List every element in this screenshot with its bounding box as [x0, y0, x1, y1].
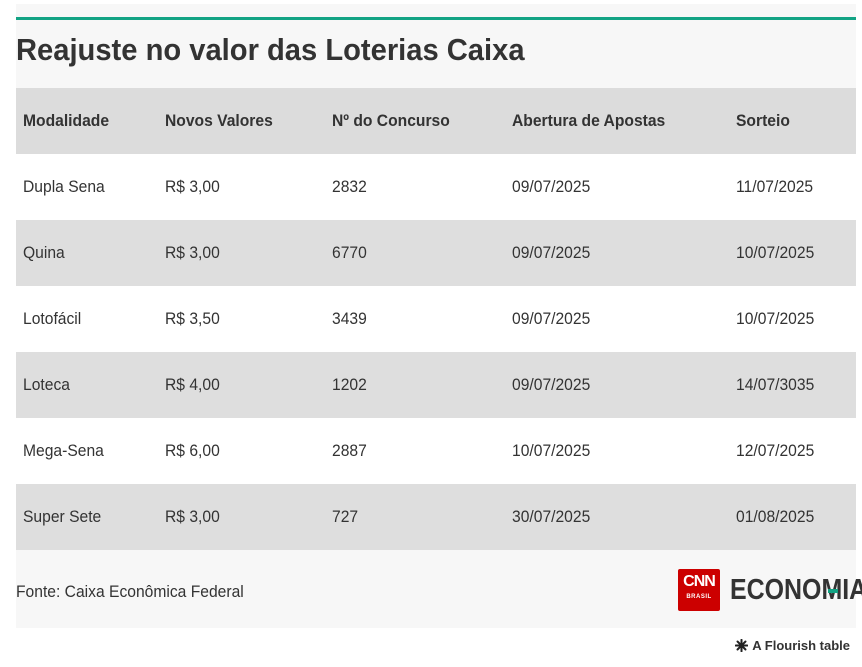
column-header[interactable]: Abertura de Apostas — [512, 111, 666, 130]
table-cell: 12/07/2025 — [736, 441, 815, 460]
table-title: Reajuste no valor das Loterias Caixa — [16, 32, 525, 67]
flourish-credit[interactable]: A Flourish table — [735, 638, 850, 653]
table-cell: R$ 3,00 — [165, 177, 220, 196]
table-cell: 30/07/2025 — [512, 507, 591, 526]
table-cell: 10/07/2025 — [736, 309, 815, 328]
table-cell: 6770 — [332, 243, 367, 262]
table-cell: R$ 4,00 — [165, 375, 220, 394]
table-cell: 09/07/2025 — [512, 375, 591, 394]
data-table: Modalidade Novos Valores Nº do Concurso … — [16, 88, 856, 550]
table-cell: R$ 3,50 — [165, 309, 220, 328]
table-row: Quina R$ 3,00 6770 09/07/2025 10/07/2025 — [16, 220, 856, 286]
table-cell: 11/07/2025 — [736, 177, 814, 196]
table-cell: R$ 6,00 — [165, 441, 220, 460]
economia-wordmark: ECONOMIA — [730, 574, 862, 606]
table-cell: 09/07/2025 — [512, 177, 591, 196]
table-cell: 10/07/2025 — [512, 441, 591, 460]
table-cell: 2832 — [332, 177, 367, 196]
table-row: Super Sete R$ 3,00 727 30/07/2025 01/08/… — [16, 484, 856, 550]
table-row: Mega-Sena R$ 6,00 2887 10/07/2025 12/07/… — [16, 418, 856, 484]
cnn-logo-text: CNN — [683, 573, 716, 590]
table-cell: 01/08/2025 — [736, 507, 815, 526]
table-cell: 10/07/2025 — [736, 243, 815, 262]
table-cell: 727 — [332, 507, 359, 526]
table-cell: Loteca — [23, 375, 70, 394]
column-header[interactable]: Nº do Concurso — [332, 111, 450, 130]
flourish-star-icon — [735, 639, 749, 652]
cnn-logo-subtext: BRASIL — [686, 594, 712, 600]
column-header[interactable]: Novos Valores — [165, 111, 273, 130]
table-cell: 14/07/3035 — [736, 375, 815, 394]
flourish-credit-label: A Flourish table — [752, 638, 850, 653]
cnn-brasil-logo: CNN BRASIL — [678, 569, 720, 611]
economia-accent-mark — [828, 589, 838, 593]
table-row: Dupla Sena R$ 3,00 2832 09/07/2025 11/07… — [16, 154, 856, 220]
table-row: Lotofácil R$ 3,50 3439 09/07/2025 10/07/… — [16, 286, 856, 352]
column-header[interactable]: Modalidade — [23, 111, 110, 130]
accent-rule — [16, 17, 856, 20]
table-card: Reajuste no valor das Loterias Caixa Mod… — [16, 4, 862, 628]
cnn-economia-logo[interactable]: CNN BRASIL ECONOMIA — [678, 569, 862, 611]
source-note: Fonte: Caixa Econômica Federal — [16, 582, 244, 601]
table-cell: Dupla Sena — [23, 177, 105, 196]
table-cell: 09/07/2025 — [512, 243, 591, 262]
table-cell: R$ 3,00 — [165, 243, 220, 262]
table-cell: 1202 — [332, 375, 367, 394]
table-cell: 2887 — [332, 441, 367, 460]
table-cell: 09/07/2025 — [512, 309, 591, 328]
table-cell: Super Sete — [23, 507, 102, 526]
column-header[interactable]: Sorteio — [736, 111, 790, 130]
table-cell: Mega-Sena — [23, 441, 104, 460]
table-cell: R$ 3,00 — [165, 507, 220, 526]
table-cell: Lotofácil — [23, 309, 82, 328]
table-cell: 3439 — [332, 309, 367, 328]
table-cell: Quina — [23, 243, 65, 262]
table-row: Loteca R$ 4,00 1202 09/07/2025 14/07/303… — [16, 352, 856, 418]
table-header-row: Modalidade Novos Valores Nº do Concurso … — [16, 88, 856, 154]
